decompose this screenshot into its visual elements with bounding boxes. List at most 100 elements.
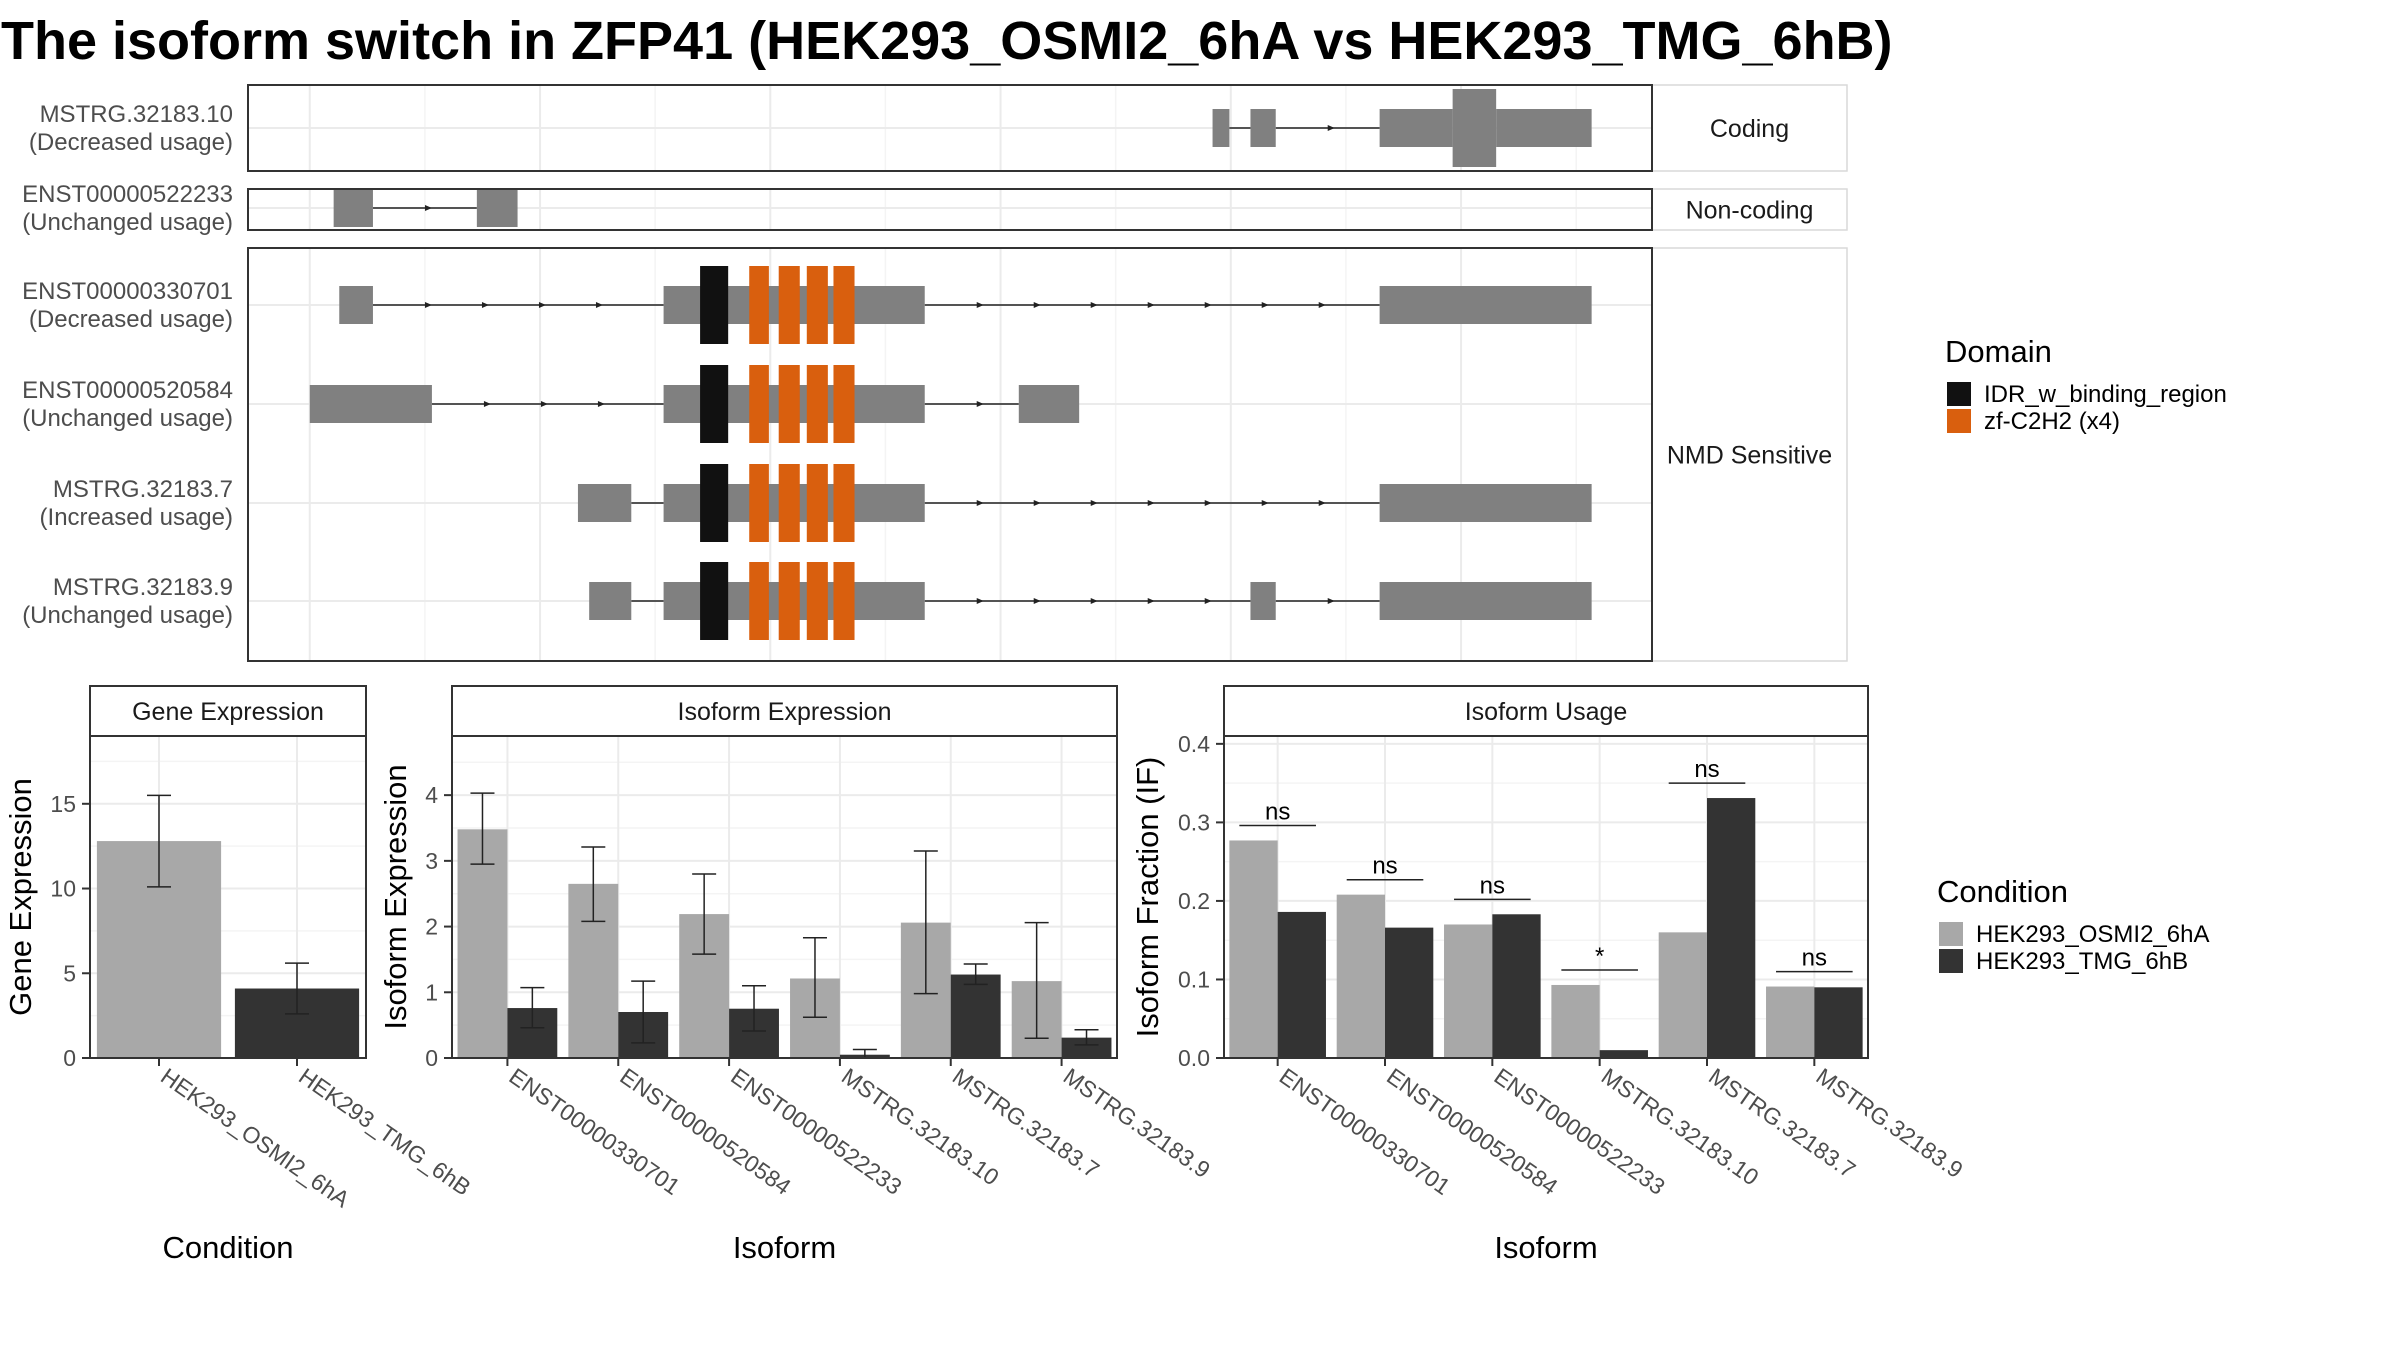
bar — [1336, 894, 1385, 1058]
x-axis-title: Condition — [163, 1230, 294, 1265]
intron-arrow — [483, 401, 491, 407]
panel-strip — [1223, 685, 1869, 737]
structure-panel-border — [247, 247, 1653, 662]
bar — [1766, 986, 1815, 1058]
intron-arrow — [1204, 598, 1212, 604]
structure-panel-border — [247, 188, 1653, 231]
isoform-id-label: ENST00000522233 — [22, 181, 233, 208]
bar — [1061, 1037, 1112, 1058]
isoform-status-label: (Decreased usage) — [29, 129, 233, 156]
y-tick-label: 0.2 — [1178, 888, 1210, 914]
bar — [1551, 984, 1600, 1058]
idr-domain — [700, 266, 729, 344]
intron-arrow — [595, 302, 603, 308]
exon — [1212, 109, 1230, 147]
intron-arrow — [1261, 500, 1269, 506]
exon — [339, 286, 373, 324]
exon — [1379, 286, 1592, 324]
x-axis-title: Isoform — [1494, 1230, 1597, 1265]
bar — [457, 829, 508, 1058]
intron-arrow — [976, 302, 984, 308]
significance-label: ns — [1265, 799, 1290, 826]
panel-bg — [452, 736, 1117, 1058]
intron-arrow — [1318, 302, 1326, 308]
exon — [577, 484, 632, 522]
zf-c2h2-domain — [806, 266, 828, 344]
intron-arrow — [1204, 302, 1212, 308]
intron-arrow — [597, 401, 605, 407]
y-tick-label: 3 — [425, 848, 438, 874]
intron-arrow — [976, 598, 984, 604]
domain-legend-label: zf-C2H2 (x4) — [1984, 408, 2120, 435]
bar — [1707, 798, 1756, 1058]
bar — [1444, 924, 1493, 1058]
isoform-structure-plot: Coding Non-coding NMD Sensitive MSTRG.32183… — [22, 84, 1848, 662]
condition-legend-key — [1939, 922, 1963, 946]
intron-arrow — [976, 401, 984, 407]
zf-c2h2-domain — [833, 365, 855, 443]
panel-strip-label: Isoform Usage — [1465, 698, 1628, 726]
exon — [1379, 484, 1592, 522]
exon — [589, 582, 632, 620]
isoform-id-label: MSTRG.32183.9 — [53, 574, 233, 601]
intron-arrow — [1090, 302, 1098, 308]
bar — [1492, 914, 1541, 1058]
isoform-id-label: ENST00000520584 — [22, 377, 233, 404]
significance-label: ns — [1802, 945, 1827, 972]
panel-border — [451, 735, 1118, 1059]
intron-arrow — [481, 302, 489, 308]
y-tick-label: 4 — [425, 782, 438, 808]
zf-c2h2-domain — [806, 365, 828, 443]
x-tick-label: ENST00000522233 — [1489, 1063, 1669, 1200]
exon — [1452, 89, 1497, 167]
y-tick-label: 0 — [425, 1045, 438, 1071]
isoform-id-label: ENST00000330701 — [22, 278, 233, 305]
domain-legend-key — [1947, 382, 1971, 406]
group-strip — [1651, 84, 1848, 172]
domain-legend-title: Domain — [1945, 334, 2052, 369]
zf-c2h2-domain — [749, 365, 769, 443]
zf-c2h2-domain — [833, 562, 855, 640]
y-tick-label: 2 — [425, 914, 438, 940]
intron-arrow — [540, 401, 548, 407]
panel-border — [1223, 735, 1869, 1059]
y-tick-label: 0.4 — [1178, 731, 1210, 757]
zf-c2h2-domain — [749, 464, 769, 542]
zf-c2h2-domain — [749, 266, 769, 344]
intron-arrow — [1147, 500, 1155, 506]
isoform-status-label: (Unchanged usage) — [22, 405, 233, 432]
intron-arrow — [1090, 500, 1098, 506]
bar — [1385, 927, 1434, 1058]
figure-title: The isoform switch in ZFP41 (HEK293_OSMI… — [1, 11, 1893, 71]
domain-legend-label: IDR_w_binding_region — [1984, 381, 2227, 408]
intron-arrow — [1327, 125, 1335, 131]
intron-arrow — [1261, 302, 1269, 308]
zf-c2h2-domain — [749, 562, 769, 640]
intron-arrow — [1033, 302, 1041, 308]
isoform-id-label: MSTRG.32183.7 — [53, 476, 233, 503]
y-tick-label: 1 — [425, 979, 438, 1005]
condition-legend-label: HEK293_OSMI2_6hA — [1976, 921, 2209, 948]
isoform-status-label: (Increased usage) — [40, 504, 233, 531]
intron-arrow — [1318, 500, 1326, 506]
y-axis-title: Isoform Expression — [378, 764, 413, 1029]
isoform-status-label: (Unchanged usage) — [22, 209, 233, 236]
bar — [1814, 987, 1863, 1058]
x-tick-label: ENST00000520584 — [1382, 1063, 1563, 1200]
idr-domain — [700, 464, 729, 542]
structure-panel-bg — [248, 189, 1652, 230]
y-tick-label: 0.3 — [1178, 809, 1210, 835]
zf-c2h2-domain — [806, 464, 828, 542]
bar — [1658, 932, 1707, 1058]
zf-c2h2-domain — [778, 365, 800, 443]
intron-arrow — [1090, 598, 1098, 604]
zf-c2h2-domain — [778, 562, 800, 640]
y-tick-label: 0.1 — [1178, 966, 1210, 992]
group-strip-label: NMD Sensitive — [1667, 442, 1832, 470]
exon — [476, 189, 518, 227]
significance-label: * — [1595, 943, 1604, 970]
group-strip-label: Coding — [1710, 115, 1789, 143]
idr-domain — [700, 365, 729, 443]
y-tick-label: 0.0 — [1178, 1045, 1210, 1071]
